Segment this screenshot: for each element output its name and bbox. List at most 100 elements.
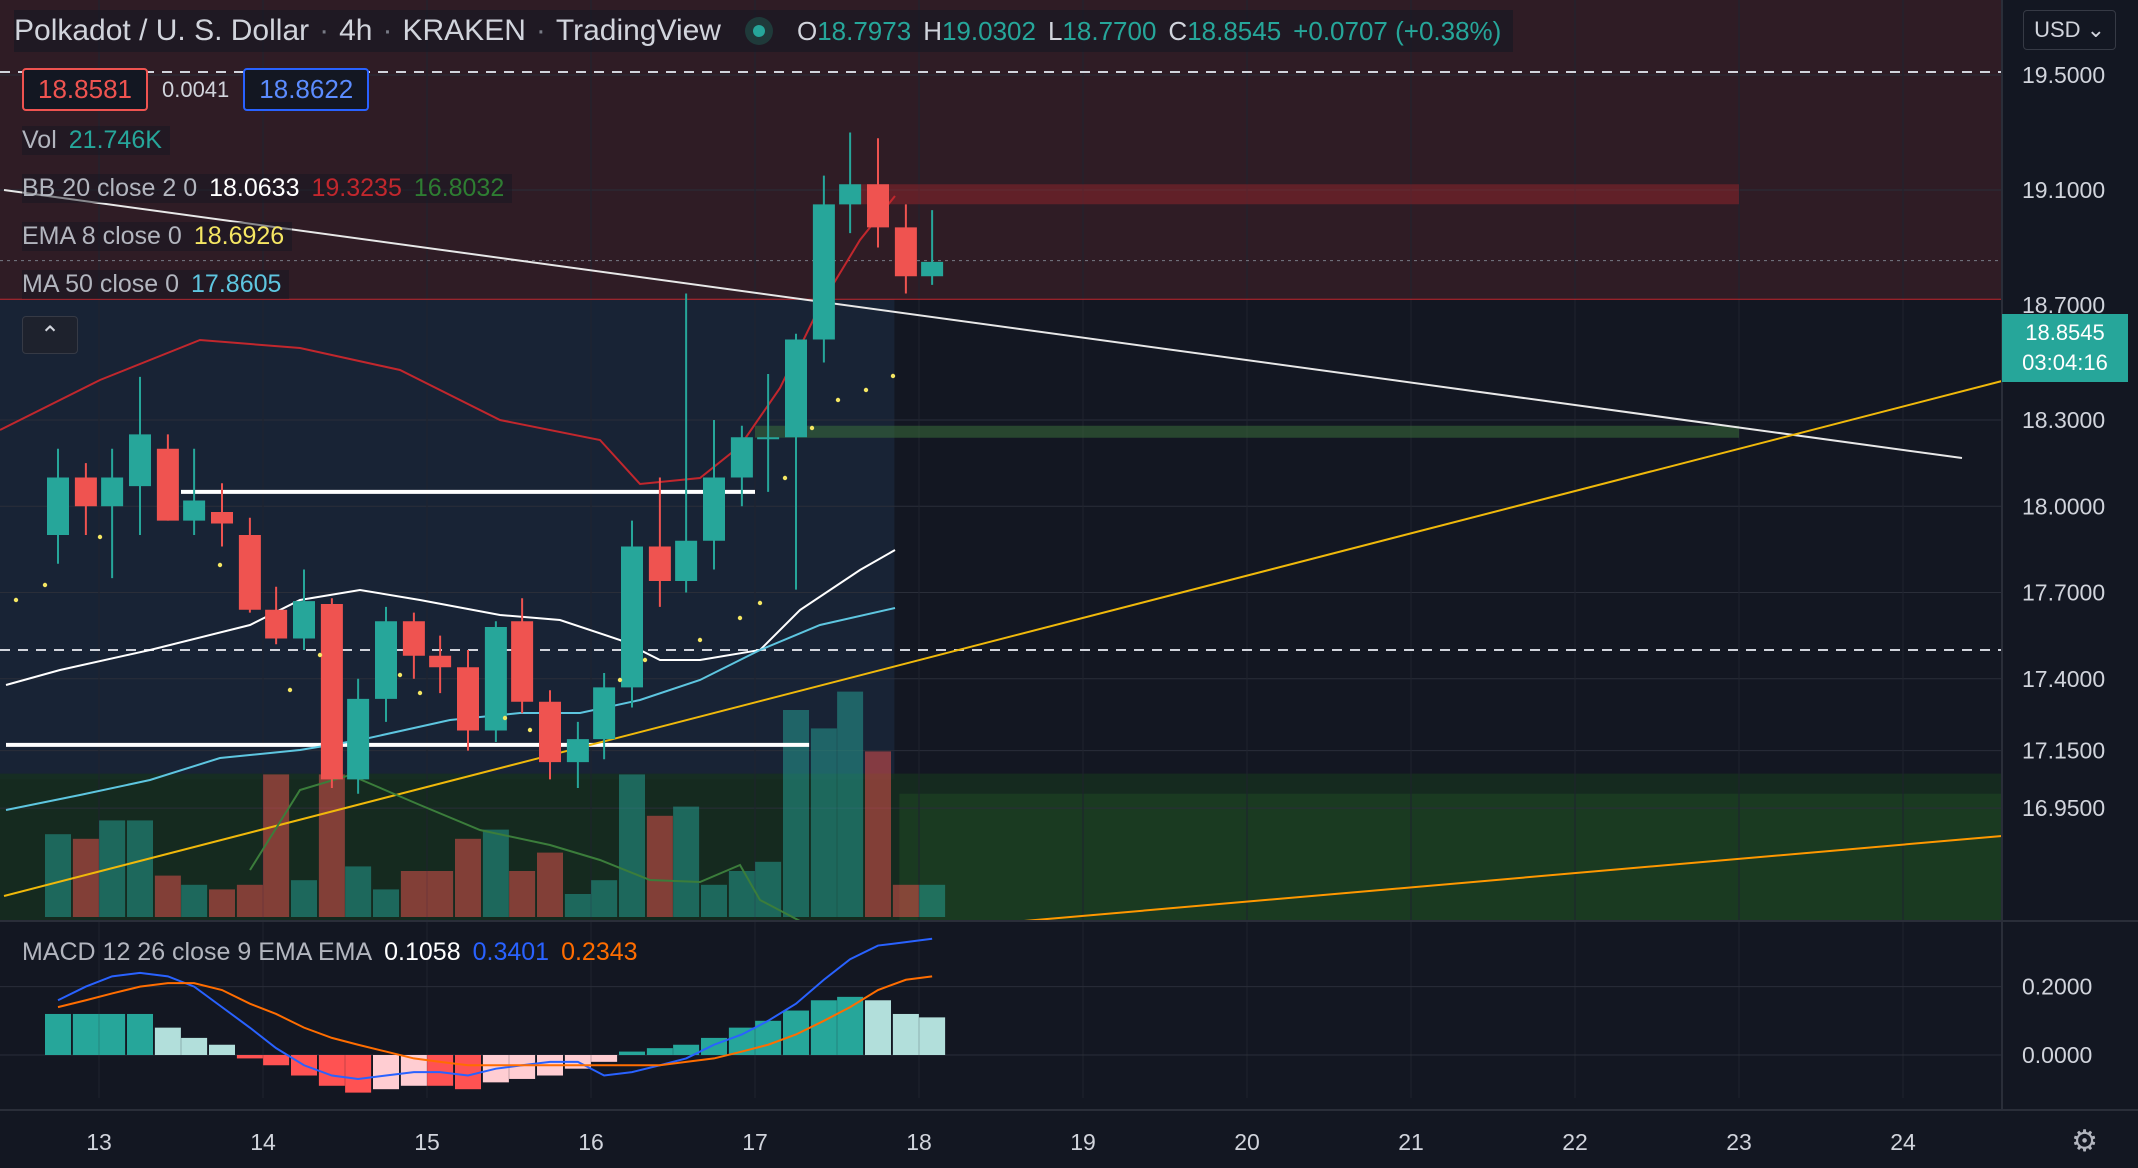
- volume-bar: [619, 774, 645, 917]
- buy-button[interactable]: 18.8622: [243, 68, 370, 111]
- macd-histogram-bar: [318, 1055, 345, 1086]
- volume-bar: [728, 871, 755, 917]
- volume-bar: [701, 884, 727, 917]
- macd-signal-value: 0.2343: [561, 938, 638, 966]
- macd-histogram-bar: [209, 1044, 235, 1055]
- support-zone-inner: [899, 793, 2002, 921]
- price-tick-label: 18.3000: [2022, 407, 2105, 433]
- volume-bar: [291, 880, 317, 917]
- volume-bar: [318, 774, 345, 917]
- sell-button[interactable]: 18.8581: [22, 68, 148, 111]
- candle-body: [74, 477, 97, 507]
- time-tick-label: 13: [86, 1129, 112, 1155]
- sar-dot: [397, 672, 403, 678]
- macd-name: MACD 12 26 close 9 EMA EMA: [22, 938, 373, 966]
- macd-histogram-bar: [865, 1000, 891, 1055]
- volume-bar: [455, 838, 481, 917]
- price-tick-label: 19.5000: [2022, 62, 2105, 88]
- price-tick-label: 17.7000: [2022, 580, 2105, 606]
- volume-bar: [482, 829, 509, 917]
- volume-bar: [154, 875, 181, 917]
- sar-dot: [502, 715, 508, 721]
- macd-histogram-bar: [509, 1055, 536, 1079]
- ma-legend[interactable]: MA 50 close 0 17.8605: [22, 270, 290, 299]
- candle-body: [894, 227, 917, 277]
- candle-body: [921, 261, 944, 277]
- sar-dot: [835, 397, 841, 403]
- symbol-title[interactable]: Polkadot / U. S. Dollar: [14, 14, 310, 47]
- macd-histogram-bar: [154, 1027, 181, 1055]
- macd-histogram-bar: [619, 1051, 645, 1055]
- volume-bar: [673, 806, 700, 917]
- separator: ·: [535, 14, 546, 47]
- candle-body: [265, 609, 288, 639]
- volume-bar: [783, 710, 809, 917]
- price-tick-label: 18.7000: [2022, 292, 2105, 318]
- candle-body: [703, 477, 725, 541]
- candle-body: [867, 184, 889, 228]
- volume-bar: [263, 774, 290, 917]
- close-value: 18.8545: [1187, 15, 1282, 46]
- time-tick-label: 23: [1726, 1129, 1752, 1155]
- chart-header: Polkadot / U. S. Dollar · 4h · KRAKEN · …: [14, 10, 1514, 52]
- volume-value: 21.746K: [68, 126, 162, 154]
- macd-histogram-bar: [236, 1055, 263, 1059]
- bb-legend[interactable]: BB 20 close 2 0 18.0633 19.3235 16.8032: [22, 174, 513, 203]
- volume-bar: [537, 852, 563, 917]
- sar-dot: [697, 637, 703, 643]
- time-tick-label: 19: [1070, 1129, 1096, 1155]
- macd-histogram-bar: [99, 1013, 126, 1055]
- candle-body: [593, 687, 616, 740]
- market-status-icon[interactable]: [744, 17, 773, 45]
- volume-bar: [865, 751, 891, 917]
- ema-legend[interactable]: EMA 8 close 0 18.6926: [22, 222, 293, 251]
- gear-icon[interactable]: ⚙: [2071, 1125, 2098, 1158]
- sar-dot: [527, 727, 533, 733]
- ema-value: 18.6926: [193, 222, 285, 250]
- macd-signal-line: [57, 975, 933, 1067]
- macd-histogram-bar: [455, 1055, 481, 1090]
- currency-button[interactable]: USD ⌄: [2023, 10, 2116, 50]
- volume-bar: [427, 871, 454, 917]
- candle-body: [238, 535, 261, 610]
- candle-body: [785, 339, 807, 438]
- volume-legend[interactable]: Vol 21.746K: [22, 126, 170, 155]
- macd-histogram-bar: [673, 1044, 700, 1055]
- candle-body: [211, 512, 233, 524]
- current-price-badge: 18.8545 03:04:16: [2002, 314, 2128, 382]
- lower-trendline: [1023, 835, 2003, 922]
- collapse-legend-button[interactable]: ⌃: [22, 316, 78, 354]
- candle-body: [101, 477, 124, 507]
- volume-bar: [919, 884, 946, 917]
- candle-body: [320, 604, 343, 780]
- candle-body: [730, 437, 753, 478]
- macd-histogram-bar: [646, 1048, 673, 1055]
- interval-label[interactable]: 4h: [339, 14, 373, 47]
- volume-bar: [400, 871, 427, 917]
- sar-dot: [617, 677, 623, 683]
- macd-histogram-bar: [345, 1055, 372, 1093]
- macd-legend[interactable]: MACD 12 26 close 9 EMA EMA 0.1058 0.3401…: [22, 938, 638, 967]
- time-tick-label: 24: [1890, 1129, 1916, 1155]
- candle-body: [293, 601, 315, 639]
- high-value: 19.0302: [941, 15, 1036, 46]
- macd-histogram-bar: [783, 1010, 809, 1055]
- time-tick-label: 21: [1398, 1129, 1424, 1155]
- candle-body: [457, 667, 479, 731]
- candle-body: [47, 477, 69, 535]
- spread-value: 0.0041: [161, 76, 230, 102]
- platform-label: TradingView: [555, 14, 721, 47]
- chevron-up-icon: ⌃: [39, 321, 61, 349]
- candle-body: [484, 627, 507, 731]
- macd-histogram-bar: [72, 1013, 99, 1055]
- ma-name: MA 50 close 0: [22, 270, 180, 298]
- bb-basis-value: 18.0633: [209, 174, 300, 202]
- macd-line-value: 0.3401: [472, 938, 550, 966]
- candle-body: [129, 434, 151, 487]
- price-tick-label: 19.1000: [2022, 177, 2105, 203]
- volume-bar: [591, 880, 618, 917]
- time-tick-label: 20: [1234, 1129, 1260, 1155]
- macd-histogram-bar: [373, 1055, 399, 1090]
- volume-bar: [509, 871, 536, 917]
- candle-body: [539, 701, 561, 763]
